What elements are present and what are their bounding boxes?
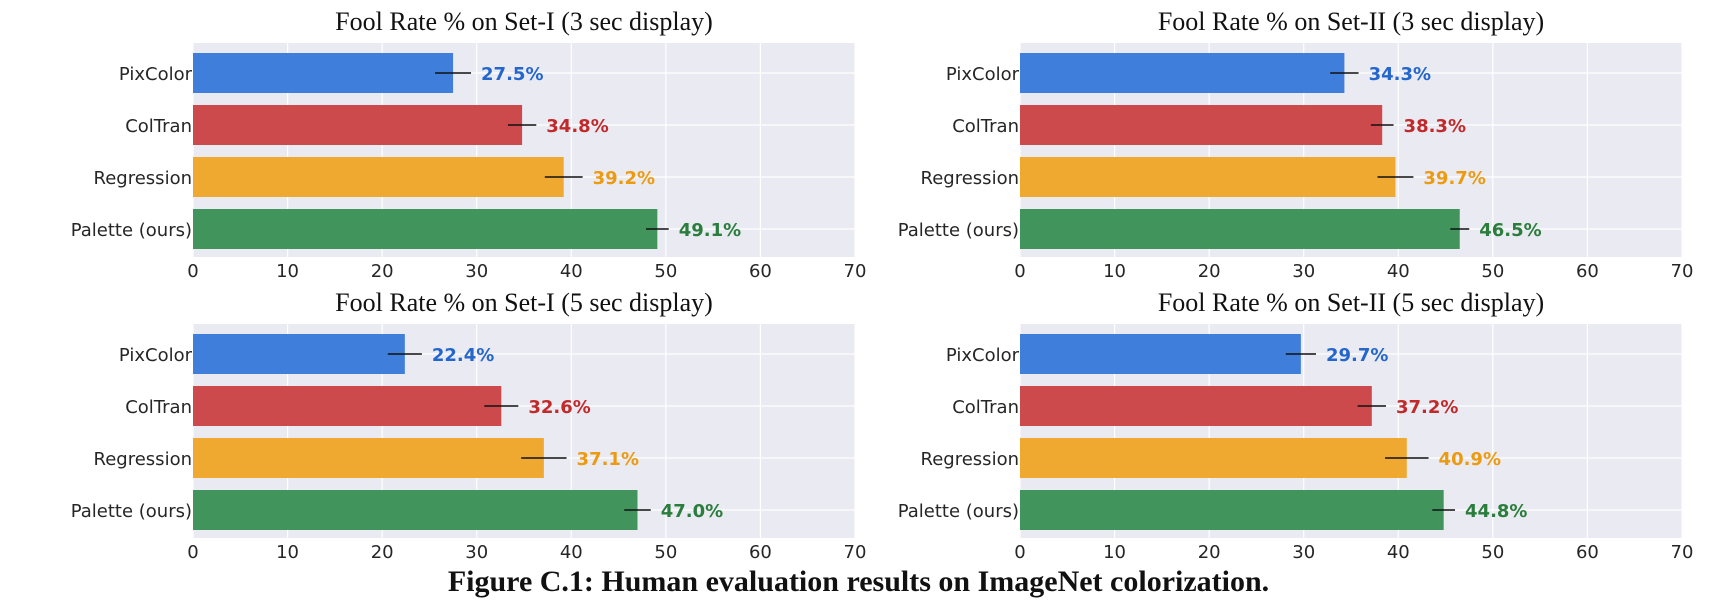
x-tick-label: 70 bbox=[844, 542, 867, 563]
category-label: Palette (ours) bbox=[71, 220, 192, 241]
x-tick-label: 30 bbox=[1292, 542, 1315, 563]
chart-title: Fool Rate % on Set-I (5 sec display) bbox=[335, 288, 713, 317]
category-label: PixColor bbox=[119, 345, 193, 366]
chart-title: Fool Rate % on Set-I (3 sec display) bbox=[335, 7, 713, 36]
chart-title: Fool Rate % on Set-II (3 sec display) bbox=[1158, 7, 1544, 36]
x-tick-label: 50 bbox=[654, 542, 677, 563]
data-label: 29.7% bbox=[1326, 345, 1388, 366]
x-tick-label: 0 bbox=[187, 261, 198, 282]
x-tick-label: 30 bbox=[465, 542, 488, 563]
data-label: 22.4% bbox=[432, 345, 494, 366]
x-tick-label: 10 bbox=[1103, 261, 1126, 282]
category-label: Palette (ours) bbox=[898, 501, 1019, 522]
data-label: 37.1% bbox=[577, 449, 639, 470]
x-tick-label: 50 bbox=[1481, 542, 1504, 563]
bar-pixcolor bbox=[193, 334, 405, 374]
data-label: 39.2% bbox=[593, 168, 655, 189]
category-label: Regression bbox=[921, 168, 1019, 189]
x-tick-label: 0 bbox=[1014, 542, 1025, 563]
bar-pixcolor bbox=[193, 53, 454, 93]
x-tick-label: 70 bbox=[1671, 542, 1694, 563]
category-label: Regression bbox=[94, 168, 192, 189]
x-tick-label: 30 bbox=[1292, 261, 1315, 282]
figure-caption: Figure C.1: Human evaluation results on … bbox=[447, 565, 1270, 598]
x-tick-label: 70 bbox=[844, 261, 867, 282]
data-label: 40.9% bbox=[1439, 449, 1501, 470]
chart-panel-3: 22.4% PixColor 32.6% ColTran 37.1% Regression… bbox=[71, 288, 867, 563]
x-tick-label: 60 bbox=[749, 542, 772, 563]
category-label: Palette (ours) bbox=[71, 501, 192, 522]
x-tick-label: 40 bbox=[560, 542, 583, 563]
x-tick-label: 10 bbox=[276, 542, 299, 563]
chart-panel-1: 27.5% PixColor 34.8% ColTran 39.2% Regression… bbox=[71, 7, 867, 282]
data-label: 46.5% bbox=[1479, 220, 1541, 241]
bar-regression bbox=[1020, 157, 1396, 197]
bar-coltran bbox=[193, 105, 523, 145]
bar-palette-ours bbox=[1020, 490, 1444, 530]
x-tick-label: 0 bbox=[1014, 261, 1025, 282]
bar-regression bbox=[193, 157, 564, 197]
chart-panel-2: 34.3% PixColor 38.3% ColTran 39.7% Regression… bbox=[898, 7, 1694, 282]
data-label: 44.8% bbox=[1465, 501, 1527, 522]
category-label: ColTran bbox=[125, 116, 192, 137]
x-tick-label: 60 bbox=[1576, 261, 1599, 282]
bar-palette-ours bbox=[193, 490, 638, 530]
category-label: Regression bbox=[921, 449, 1019, 470]
x-tick-label: 20 bbox=[371, 542, 394, 563]
data-label: 34.3% bbox=[1369, 64, 1431, 85]
x-tick-label: 10 bbox=[1103, 542, 1126, 563]
data-label: 32.6% bbox=[528, 397, 590, 418]
data-label: 49.1% bbox=[679, 220, 741, 241]
bar-regression bbox=[1020, 438, 1407, 478]
category-label: Regression bbox=[94, 449, 192, 470]
bar-pixcolor bbox=[1020, 334, 1301, 374]
data-label: 34.8% bbox=[546, 116, 608, 137]
chart-title: Fool Rate % on Set-II (5 sec display) bbox=[1158, 288, 1544, 317]
bar-palette-ours bbox=[193, 209, 658, 249]
x-tick-label: 20 bbox=[371, 261, 394, 282]
x-tick-label: 0 bbox=[187, 542, 198, 563]
category-label: PixColor bbox=[119, 64, 193, 85]
x-tick-label: 10 bbox=[276, 261, 299, 282]
x-tick-label: 20 bbox=[1198, 261, 1221, 282]
x-tick-label: 60 bbox=[1576, 542, 1599, 563]
bar-regression bbox=[193, 438, 544, 478]
bar-coltran bbox=[1020, 386, 1372, 426]
category-label: PixColor bbox=[946, 64, 1020, 85]
x-tick-label: 40 bbox=[1387, 542, 1410, 563]
x-tick-label: 60 bbox=[749, 261, 772, 282]
bar-coltran bbox=[193, 386, 502, 426]
x-tick-label: 40 bbox=[560, 261, 583, 282]
data-label: 37.2% bbox=[1396, 397, 1458, 418]
data-label: 38.3% bbox=[1404, 116, 1466, 137]
x-tick-label: 30 bbox=[465, 261, 488, 282]
category-label: PixColor bbox=[946, 345, 1020, 366]
category-label: ColTran bbox=[952, 116, 1019, 137]
data-label: 27.5% bbox=[481, 64, 543, 85]
x-tick-label: 50 bbox=[1481, 261, 1504, 282]
x-tick-label: 40 bbox=[1387, 261, 1410, 282]
data-label: 39.7% bbox=[1423, 168, 1485, 189]
bar-palette-ours bbox=[1020, 209, 1460, 249]
data-label: 47.0% bbox=[661, 501, 723, 522]
category-label: ColTran bbox=[952, 397, 1019, 418]
x-tick-label: 50 bbox=[654, 261, 677, 282]
x-tick-label: 20 bbox=[1198, 542, 1221, 563]
x-tick-label: 70 bbox=[1671, 261, 1694, 282]
category-label: ColTran bbox=[125, 397, 192, 418]
bar-pixcolor bbox=[1020, 53, 1345, 93]
category-label: Palette (ours) bbox=[898, 220, 1019, 241]
bar-coltran bbox=[1020, 105, 1383, 145]
chart-panel-4: 29.7% PixColor 37.2% ColTran 40.9% Regression… bbox=[898, 288, 1694, 563]
